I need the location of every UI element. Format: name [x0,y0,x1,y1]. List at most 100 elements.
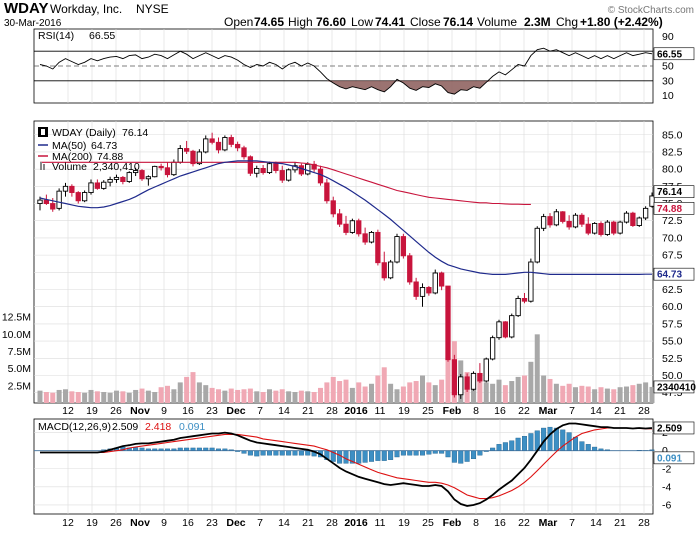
x-tick-label-macd: 11 [375,517,386,529]
macd-histogram-bar [522,436,527,450]
candle-body [548,217,552,225]
ma200-badge: 74.88 [657,204,682,215]
low-value: 74.41 [375,15,405,29]
indicator-lines [34,48,654,506]
volume-bar [57,390,62,403]
macd-histogram-bar [592,447,597,451]
x-tick-label-macd: 28 [638,517,650,529]
x-tick-label-price: Nov [130,405,150,417]
volume-bar [76,392,81,403]
rsi-tick-label: 90 [662,31,674,43]
volume-tick-label: 12.5M [2,312,31,324]
x-tick-label-price: 9 [161,405,167,417]
candle-body [114,177,118,179]
volume-bar [592,389,597,403]
macd-histogram-bar [140,448,145,451]
rsi-oversold-fill [40,81,652,94]
candle-body [541,217,545,229]
candle-body [650,196,654,206]
volume-bar [44,392,49,403]
price-last: 76.14 [122,127,148,139]
candle-body [573,215,577,227]
volume-bar [401,387,406,403]
volume-bar [165,386,170,403]
macd-histogram-bar [210,448,215,451]
volume-bar [484,382,489,403]
candle-body [184,149,188,152]
volume-bar [331,377,336,403]
x-tick-label-price: 14 [278,405,290,417]
candle-body [637,218,641,226]
x-tick-label-price: 7 [257,405,263,417]
macd-histogram-bar [471,451,476,459]
rsi-last-badge: 66.55 [657,49,682,60]
x-tick-label-macd: 16 [182,517,194,529]
x-tick-label-macd: 8 [473,517,479,529]
candle-body [344,224,348,232]
x-tick-label-macd: Nov [130,517,150,529]
candle-body [57,191,61,208]
volume-value: 2.3M [524,15,551,29]
candle-body [510,316,514,337]
candle-body [439,273,443,286]
candle-body [140,171,144,179]
candle-body [529,262,533,301]
volume-bar [624,387,629,403]
candle-body [267,164,271,173]
x-tick-label-price: 28 [326,405,338,417]
macd-histogram-bar [267,451,272,456]
volume-bar [254,391,259,403]
volume-bar [184,377,189,403]
candle-body [599,223,603,234]
volume-bar [95,391,100,403]
candle-body [76,193,80,201]
candle-body [369,232,373,242]
volume-bar [554,384,559,403]
volume-swatch-2 [43,164,45,170]
volume-bar [235,390,240,403]
macd-tick-label: -2 [662,463,671,475]
candle-body [261,168,265,172]
candle-body [255,168,259,173]
volume-bar [363,387,368,403]
candle-body [121,177,125,181]
candle-body [363,234,367,242]
macd-histogram-bar [452,451,457,463]
candle-body [427,287,431,293]
volume-bar [599,387,604,403]
volume-bar [82,393,87,403]
x-tick-label-macd: 22 [518,517,530,529]
volume-bar [318,388,323,403]
volume-bar [643,382,648,403]
volume-bar [516,377,521,403]
volume-bar [535,334,540,403]
x-tick-label-macd: 2016 [344,517,368,529]
x-tick-label-macd: 19 [86,517,98,529]
candle-body [401,237,405,256]
volume-bar [133,390,138,403]
volume-bar [140,389,145,403]
volume-bar [273,391,278,403]
volume-bar [382,367,387,403]
volume-bar [248,389,253,403]
volume-bar [433,385,438,403]
candle-body [274,164,278,171]
price-tick-label: 82.5 [662,146,683,158]
x-tick-label-price: Mar [539,405,558,417]
volume-bar [605,389,610,403]
macd-histogram-bar [280,451,285,456]
x-tick-label-price: 21 [614,405,626,417]
volume-bar [630,385,635,403]
price-tick-label: 50.0 [662,370,683,382]
volume-bar [528,362,533,403]
candle-body [446,286,450,360]
candle-body [420,287,424,296]
x-tick-label-macd: 14 [590,517,602,529]
x-tick-label-price: 2016 [344,405,368,417]
low-label: Low [351,15,373,29]
macd-histogram-bar [242,451,247,454]
candle-body [554,212,558,225]
volume-bar [261,392,266,403]
macd-histogram-bar [490,448,495,451]
